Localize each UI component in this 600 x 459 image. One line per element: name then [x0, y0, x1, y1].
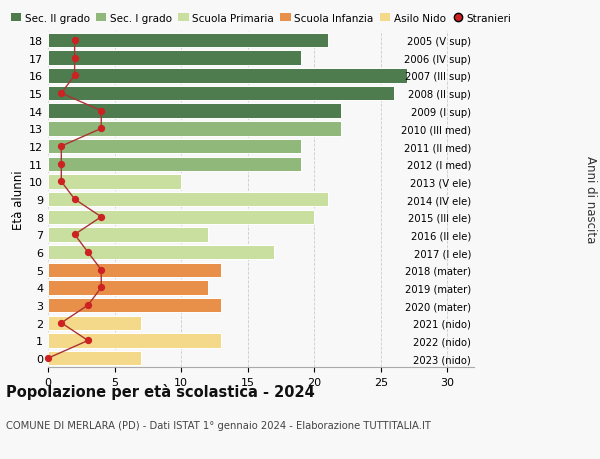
- Point: [83, 302, 93, 309]
- Bar: [48, 69, 407, 84]
- Bar: [48, 351, 141, 366]
- Point: [70, 73, 79, 80]
- Point: [97, 108, 106, 115]
- Point: [83, 249, 93, 256]
- Point: [56, 161, 66, 168]
- Bar: [48, 280, 208, 295]
- Bar: [48, 192, 328, 207]
- Bar: [48, 122, 341, 136]
- Legend: Sec. II grado, Sec. I grado, Scuola Primaria, Scuola Infanzia, Asilo Nido, Stran: Sec. II grado, Sec. I grado, Scuola Prim…: [11, 14, 511, 23]
- Bar: [48, 316, 141, 330]
- Point: [56, 179, 66, 186]
- Point: [56, 90, 66, 97]
- Bar: [48, 210, 314, 224]
- Point: [56, 143, 66, 151]
- Bar: [48, 104, 341, 119]
- Point: [70, 37, 79, 45]
- Text: Popolazione per età scolastica - 2024: Popolazione per età scolastica - 2024: [6, 383, 315, 399]
- Point: [97, 267, 106, 274]
- Bar: [48, 34, 328, 48]
- Point: [70, 55, 79, 62]
- Bar: [48, 51, 301, 66]
- Bar: [48, 140, 301, 154]
- Point: [97, 213, 106, 221]
- Bar: [48, 157, 301, 172]
- Bar: [48, 263, 221, 277]
- Text: Anni di nascita: Anni di nascita: [584, 156, 597, 243]
- Point: [97, 125, 106, 133]
- Point: [43, 355, 53, 362]
- Point: [83, 337, 93, 344]
- Point: [70, 196, 79, 203]
- Bar: [48, 175, 181, 189]
- Bar: [48, 228, 208, 242]
- Bar: [48, 334, 221, 348]
- Point: [97, 284, 106, 291]
- Y-axis label: Età alunni: Età alunni: [12, 170, 25, 230]
- Bar: [48, 246, 274, 260]
- Point: [70, 231, 79, 239]
- Point: [56, 319, 66, 327]
- Bar: [48, 87, 394, 101]
- Bar: [48, 298, 221, 313]
- Text: COMUNE DI MERLARA (PD) - Dati ISTAT 1° gennaio 2024 - Elaborazione TUTTITALIA.IT: COMUNE DI MERLARA (PD) - Dati ISTAT 1° g…: [6, 420, 431, 430]
